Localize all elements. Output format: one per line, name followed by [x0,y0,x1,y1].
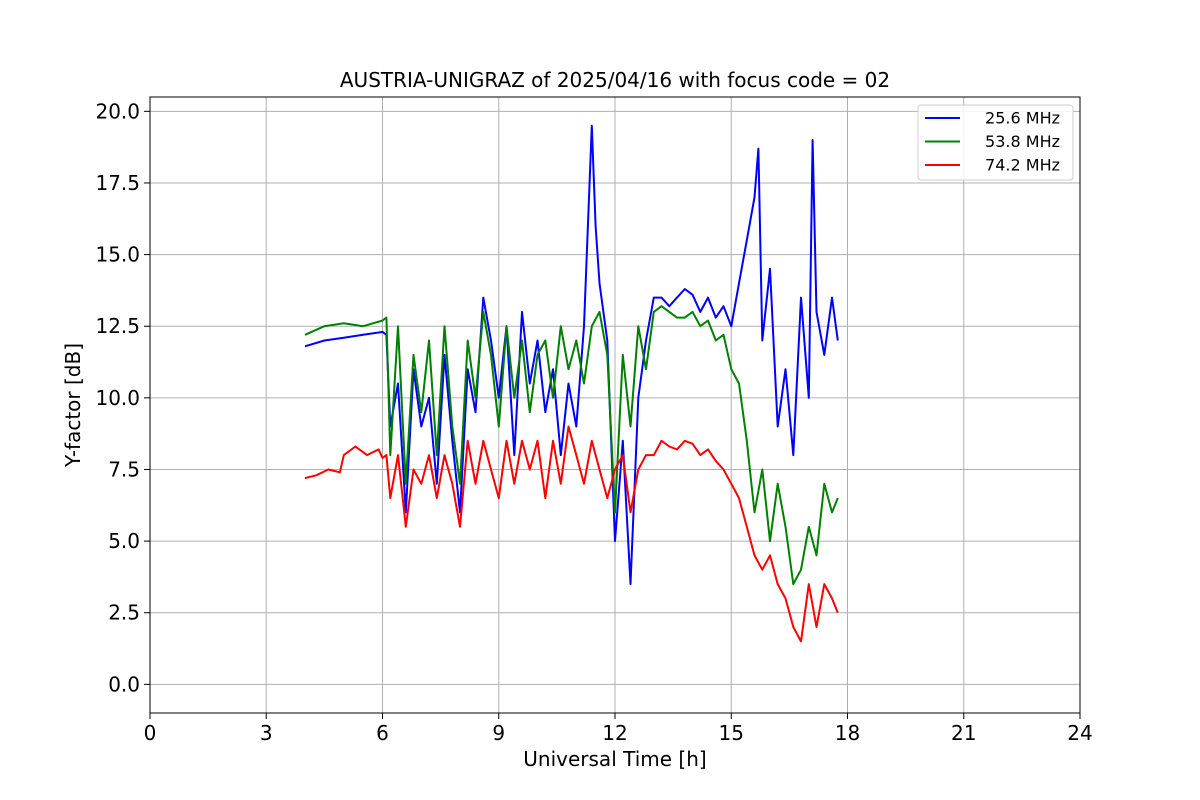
y-tick-label: 20.0 [95,99,140,123]
y-tick-label: 10.0 [95,386,140,410]
grid [149,97,1081,713]
legend-label: 25.6 MHz [985,109,1060,128]
x-axis-ticks: 0 3 6 9 12 15 18 21 24 [144,713,1093,745]
x-axis-label: Universal Time [h] [523,747,706,771]
series-layer [304,124,839,643]
y-tick-label: 12.5 [95,314,140,338]
legend-box [917,104,1074,181]
y-tick-label: 15.0 [95,243,140,267]
x-tick-label: 9 [492,721,505,745]
x-tick-label: 18 [835,721,860,745]
series-line-0 [304,124,839,586]
x-tick-label: 21 [951,721,976,745]
legend-label: 74.2 MHz [985,156,1060,175]
y-axis-label: Y-factor [dB] [61,343,85,468]
chart-title: AUSTRIA-UNIGRAZ of 2025/04/16 with focus… [340,68,890,92]
x-tick-label: 0 [144,721,157,745]
x-tick-label: 6 [376,721,389,745]
y-tick-label: 0.0 [108,672,140,696]
y-axis-ticks: 0.0 2.5 5.0 7.5 10.0 12.5 15.0 17.5 20.0 [95,99,150,696]
y-tick-label: 17.5 [95,171,140,195]
legend-label: 53.8 MHz [985,132,1060,151]
y-tick-label: 7.5 [108,457,140,481]
y-tick-label: 5.0 [108,529,140,553]
series-line-1 [304,305,839,586]
x-tick-label: 3 [260,721,273,745]
x-tick-label: 15 [719,721,744,745]
y-tick-label: 2.5 [108,601,140,625]
x-tick-label: 24 [1067,721,1092,745]
legend: 25.6 MHz 53.8 MHz 74.2 MHz [917,104,1074,181]
series-line-2 [304,425,839,643]
x-tick-label: 12 [602,721,627,745]
